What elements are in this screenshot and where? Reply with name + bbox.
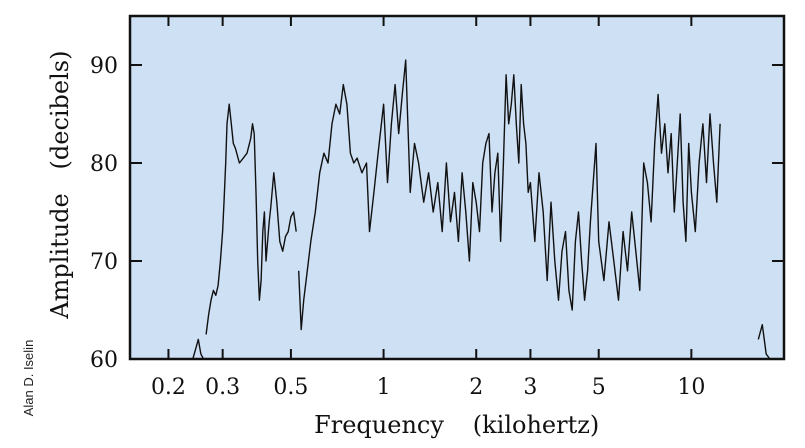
series-line-1-segment-0 xyxy=(757,324,771,360)
y-axis-title: Amplitude xyxy=(46,193,74,319)
x-tick-label-1: 0.3 xyxy=(205,375,240,400)
x-tick-label-2: 0.5 xyxy=(273,375,308,400)
plot-frame xyxy=(128,14,786,361)
plot-background xyxy=(130,16,784,359)
x-tick-label-4: 2 xyxy=(469,375,483,400)
x-tick-label-7: 10 xyxy=(677,375,705,400)
y-tick-label-0: 60 xyxy=(90,348,118,373)
x-tick-label-5: 3 xyxy=(523,375,537,400)
series-line-0-segment-0 xyxy=(192,338,205,360)
x-axis-title: Frequency xyxy=(314,411,444,439)
x-tick-label-0: 0.2 xyxy=(151,375,186,400)
y-tick-label-3: 90 xyxy=(90,54,118,79)
y-tick-label-1: 70 xyxy=(90,250,118,275)
y-axis-unit: (decibels) xyxy=(46,51,74,170)
y-tick-label-2: 80 xyxy=(90,152,118,177)
x-tick-label-6: 5 xyxy=(592,375,606,400)
x-tick-label-3: 1 xyxy=(377,375,391,400)
y-axis-ticks: 60 70 80 90 xyxy=(90,54,784,373)
series-line-0-segment-1 xyxy=(205,103,297,335)
series-line-0-segment-2 xyxy=(298,59,721,331)
series-layer xyxy=(192,59,771,360)
x-axis-unit: (kilohertz) xyxy=(473,411,600,439)
photo-credit: Alan D. Iselin xyxy=(21,340,36,417)
x-axis-ticks: 0.2 0.3 0.5 1 2 3 5 10 xyxy=(151,16,705,400)
